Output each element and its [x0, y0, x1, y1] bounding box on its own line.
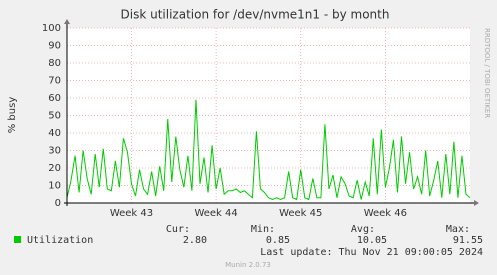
stat-header: Max: — [446, 224, 470, 235]
x-tick-label: Week 45 — [279, 208, 322, 219]
y-tick-label: 20 — [48, 163, 61, 174]
series-line — [66, 99, 471, 201]
last-update: Last update: Thu Nov 21 09:00:05 2024 — [260, 247, 483, 258]
stat-header: Avg: — [351, 224, 375, 235]
stat-value: 10.05 — [357, 235, 387, 246]
y-tick-label: 40 — [48, 128, 61, 139]
y-tick-label: 30 — [48, 146, 61, 157]
side-label: RRDTOOL / TOBI OETIKER — [483, 28, 491, 118]
footer: Munin 2.0.73 — [225, 261, 271, 269]
x-axis-arrow — [474, 200, 479, 206]
x-tick-label: Week 44 — [194, 208, 237, 219]
y-axis-label: % busy — [7, 97, 18, 134]
stat-value: 91.55 — [453, 235, 483, 246]
y-tick-label: 10 — [48, 181, 61, 192]
y-tick-label: 0 — [55, 198, 61, 209]
x-tick-label: Week 46 — [364, 208, 407, 219]
y-tick-label: 70 — [48, 76, 61, 87]
y-tick-label: 80 — [48, 58, 61, 69]
stat-header: Cur: — [166, 224, 190, 235]
x-tick-label: Week 43 — [110, 208, 153, 219]
legend-label: Utilization — [27, 235, 93, 246]
y-tick-label: 100 — [42, 23, 61, 34]
y-axis-arrow — [64, 19, 70, 24]
legend-swatch — [14, 236, 21, 243]
chart-title: Disk utilization for /dev/nvme1n1 - by m… — [121, 8, 390, 22]
stat-value: 2.80 — [183, 235, 207, 246]
y-tick-label: 90 — [48, 41, 61, 52]
y-tick-label: 50 — [48, 111, 61, 122]
stat-value: 0.85 — [266, 235, 290, 246]
stat-header: Min: — [251, 224, 275, 235]
y-tick-label: 60 — [48, 93, 61, 104]
